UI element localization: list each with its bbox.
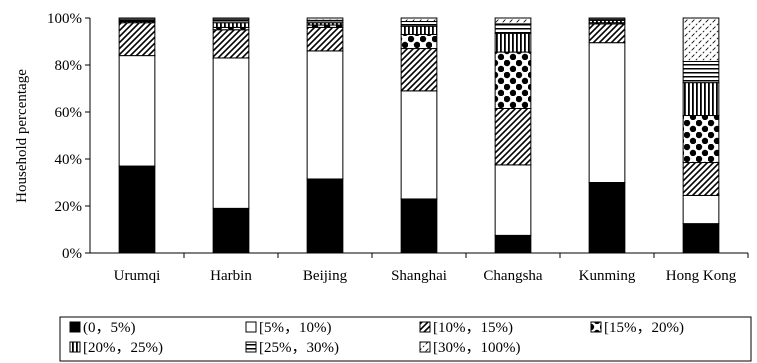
- bar-segment: [494, 234, 532, 254]
- bar-segment: [400, 17, 438, 23]
- y-tick-label: 60%: [55, 105, 83, 121]
- y-tick-label: 0%: [62, 246, 82, 262]
- bar-segment: [212, 22, 250, 28]
- legend-label: [5%，10%): [259, 320, 331, 336]
- bar-segment: [494, 23, 532, 34]
- bar-segment: [494, 107, 532, 166]
- y-tick-label: 100%: [47, 11, 82, 27]
- bar-segment: [588, 17, 626, 20]
- legend-swatch: [69, 341, 81, 353]
- bar-segment: [682, 82, 720, 117]
- bar-segment: [400, 25, 438, 35]
- y-tick-label: 80%: [55, 58, 83, 74]
- legend-label: [10%，15%): [433, 320, 513, 336]
- bar-segment: [682, 115, 720, 164]
- x-tick-label: Shanghai: [391, 268, 447, 284]
- bars: [118, 17, 720, 254]
- x-tick-label: Changsha: [483, 268, 543, 284]
- bar-segment: [400, 21, 438, 27]
- legend-item: [30%，100%): [419, 340, 520, 356]
- x-tick-label: Beijing: [303, 268, 348, 284]
- bar-segment: [588, 23, 626, 44]
- legend-swatch: [69, 321, 81, 333]
- bar-segment: [400, 198, 438, 254]
- x-tick-label: Hong Kong: [666, 268, 737, 284]
- bar-segment: [494, 32, 532, 53]
- bar-segment: [306, 17, 344, 21]
- legend-swatch: [245, 341, 257, 353]
- bar-segment: [118, 55, 156, 167]
- legend-item: [20%，25%): [69, 340, 163, 356]
- bar-segment: [682, 162, 720, 196]
- legend-box: [59, 316, 752, 362]
- bar-segment: [494, 51, 532, 109]
- y-axis-title: Household percentage: [14, 69, 30, 203]
- bar-segment: [494, 17, 532, 25]
- bar-segment: [682, 17, 720, 62]
- bar-segment: [118, 22, 156, 57]
- bar-segment: [400, 48, 438, 92]
- bar-segment: [212, 207, 250, 254]
- legend-label: [15%，20%): [604, 320, 684, 336]
- bar-segment: [494, 164, 532, 236]
- bar-segment: [682, 223, 720, 254]
- y-axis-ticks: 0% 20% 40% 60% 80% 100%: [47, 11, 90, 262]
- bar-segment: [400, 90, 438, 200]
- bar-segment: [306, 178, 344, 254]
- x-axis-ticks: Urumqi Harbin Beijing Shanghai Changsha Kunmi…: [114, 253, 749, 284]
- bar-segment: [306, 26, 344, 52]
- bar-segment: [118, 17, 156, 20]
- bar-segment: [682, 60, 720, 84]
- legend-swatch: [419, 321, 431, 333]
- legend-label: [30%，100%): [433, 340, 520, 356]
- legend-item: [10%，15%): [419, 320, 513, 336]
- legend-swatch: [419, 341, 431, 353]
- legend-item: [15%，20%): [590, 320, 684, 336]
- legend-label: [25%，30%): [259, 340, 339, 356]
- y-tick-label: 40%: [55, 152, 83, 168]
- x-tick-label: Harbin: [210, 268, 252, 284]
- legend-label: [20%，25%): [83, 340, 163, 356]
- x-tick-label: Kunming: [579, 268, 636, 284]
- bar-segment: [400, 33, 438, 50]
- legend-item: (0，5%): [69, 320, 136, 336]
- bar-segment: [306, 50, 344, 180]
- bar-segment: [212, 57, 250, 209]
- legend-swatch: [245, 321, 257, 333]
- bar-segment: [212, 17, 250, 20]
- legend-item: [25%，30%): [245, 340, 339, 356]
- bar-segment: [588, 42, 626, 183]
- bar-segment: [212, 29, 250, 59]
- bar-segment: [682, 194, 720, 225]
- legend-label: (0，5%): [83, 320, 136, 336]
- y-tick-label: 20%: [55, 199, 83, 215]
- legend-swatch: [590, 321, 602, 333]
- bar-segment: [588, 182, 626, 254]
- bar-segment: [212, 18, 250, 24]
- legend: (0，5%) [5%，10%) [10%，15%) [15%，20%) [20%，25%…: [59, 316, 752, 362]
- legend-item: [5%，10%): [245, 320, 331, 336]
- x-tick-label: Urumqi: [114, 268, 161, 284]
- bar-segment: [118, 165, 156, 254]
